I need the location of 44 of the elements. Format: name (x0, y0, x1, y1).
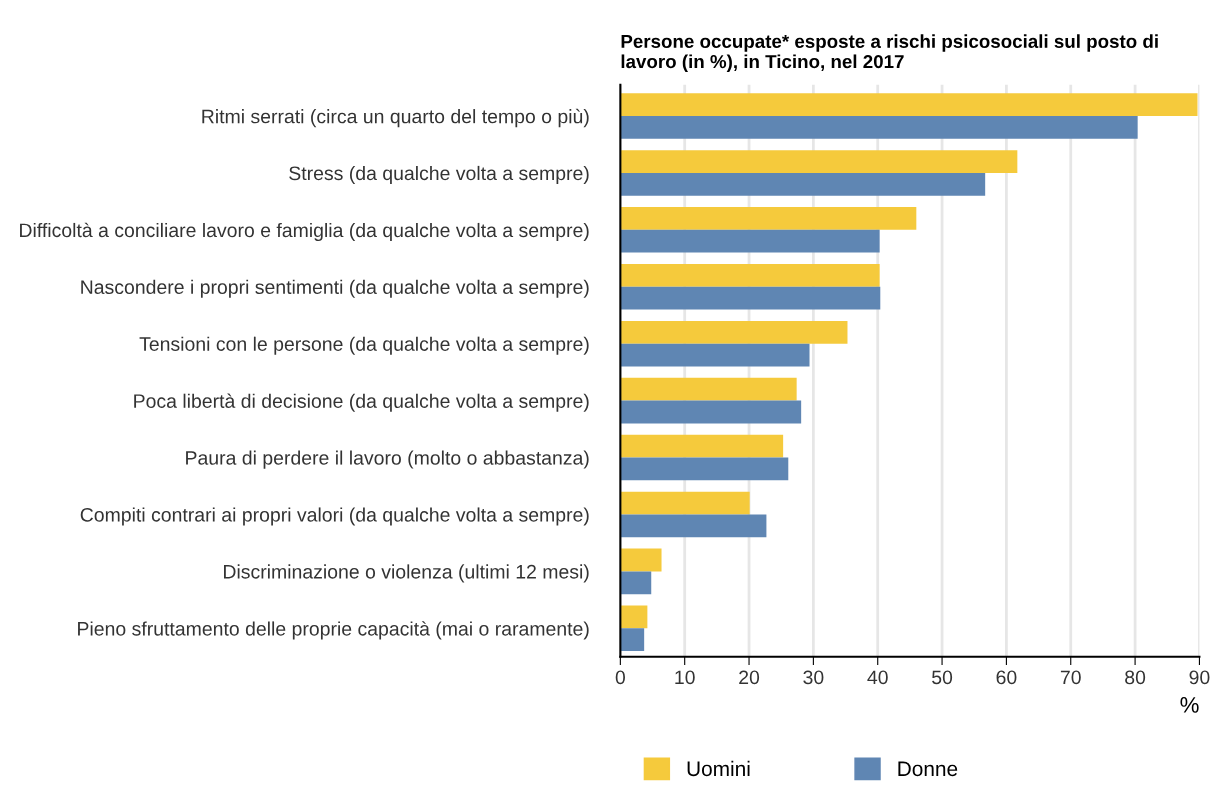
bar (620, 377, 797, 401)
x-tick-label: 80 (1125, 670, 1146, 685)
bar (620, 605, 648, 629)
bar (620, 172, 986, 196)
y-tick-label: Ritmi serrati (circa un quarto del tempo o più) (202, 108, 589, 128)
bar (620, 514, 767, 538)
bar (620, 320, 848, 344)
y-tick-label: Discriminazione o violenza (ultimi 12 mesi) (224, 564, 589, 583)
x-tick-label: 40 (867, 670, 888, 685)
y-tick-label: Pieno sfruttamento delle proprie capacità (mai o raramente) (78, 621, 589, 640)
y-tick-label: Paura di perdere il lavoro (molto o abbastanza) (186, 450, 589, 469)
x-tick-label: 60 (996, 670, 1017, 685)
chart-title: Persone occupate* esposte a rischi psicosociali sul posto di lavoro (in %), in Ticino, nel 2017 (621, 34, 1158, 72)
bar (620, 457, 789, 481)
x-tick-label: 30 (803, 670, 824, 685)
bar (620, 229, 880, 253)
bar (620, 434, 784, 458)
bar (620, 491, 750, 515)
bar (620, 93, 1198, 116)
y-tick-label: Poca libertà di decisione (da qualche volta a sempre) (134, 393, 589, 412)
x-tick-label: 90 (1189, 670, 1210, 685)
bar (620, 628, 645, 652)
bar (620, 400, 802, 424)
y-tick-label: Stress (da qualche volta a sempre) (289, 165, 589, 185)
bar (620, 207, 917, 230)
legend-label: Donne (898, 761, 958, 777)
x-tick-label: 50 (932, 670, 953, 685)
y-tick-label: Difficoltà a conciliare lavoro e famiglia (da qualche volta a sempre) (20, 222, 589, 242)
x-tick-label: 20 (739, 670, 760, 685)
bar (620, 548, 662, 572)
legend-label: Uomini (687, 760, 750, 777)
bar (620, 150, 1018, 173)
bar (620, 286, 881, 310)
x-tick-label: 70 (1060, 670, 1081, 685)
x-tick-label: 10 (675, 670, 695, 685)
x-tick-label: 0 (615, 670, 625, 685)
x-axis-title: % (1180, 697, 1199, 713)
bar (620, 571, 652, 595)
bar (620, 343, 810, 367)
bar (620, 116, 1138, 139)
y-tick-label: Nascondere i propri sentimenti (da qualche volta a sempre) (81, 279, 589, 298)
y-tick-label: Tensioni con le persone (da qualche volta a sempre) (139, 336, 589, 355)
bar (620, 264, 880, 287)
y-tick-label: Compiti contrari ai propri valori (da qualche volta a sempre) (80, 507, 589, 526)
